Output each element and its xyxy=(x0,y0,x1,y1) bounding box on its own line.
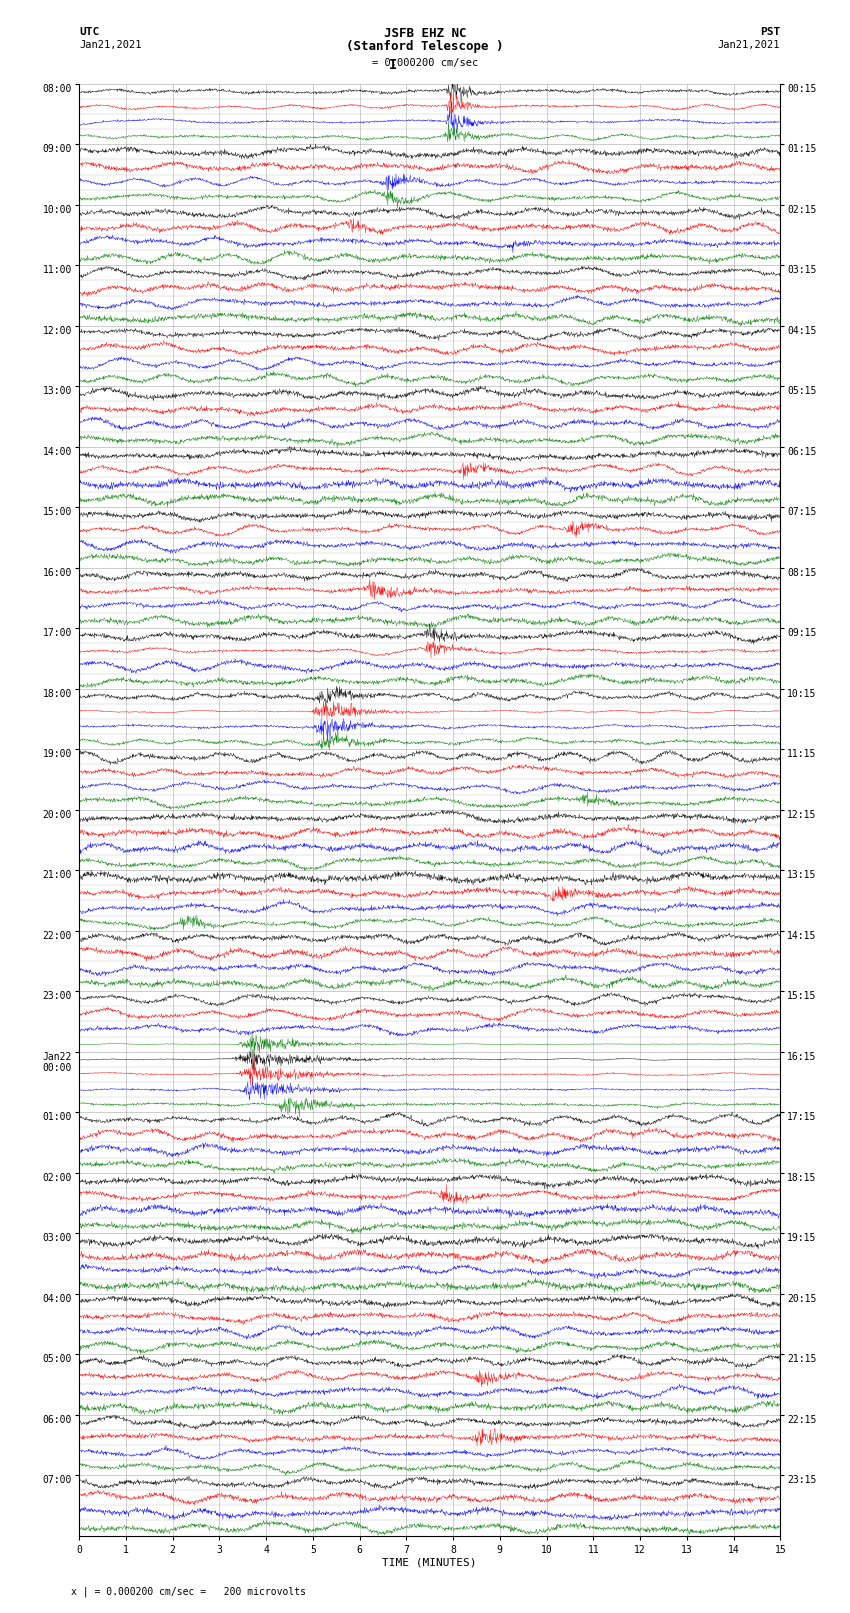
Text: Jan21,2021: Jan21,2021 xyxy=(79,40,142,50)
Text: = 0.000200 cm/sec: = 0.000200 cm/sec xyxy=(371,58,478,68)
Text: Jan21,2021: Jan21,2021 xyxy=(717,40,780,50)
Text: x | = 0.000200 cm/sec =   200 microvolts: x | = 0.000200 cm/sec = 200 microvolts xyxy=(71,1586,305,1597)
Text: (Stanford Telescope ): (Stanford Telescope ) xyxy=(346,40,504,53)
Text: I: I xyxy=(389,58,398,73)
Text: JSFB EHZ NC: JSFB EHZ NC xyxy=(383,27,467,40)
Text: UTC: UTC xyxy=(79,27,99,37)
Text: PST: PST xyxy=(760,27,780,37)
X-axis label: TIME (MINUTES): TIME (MINUTES) xyxy=(382,1558,477,1568)
